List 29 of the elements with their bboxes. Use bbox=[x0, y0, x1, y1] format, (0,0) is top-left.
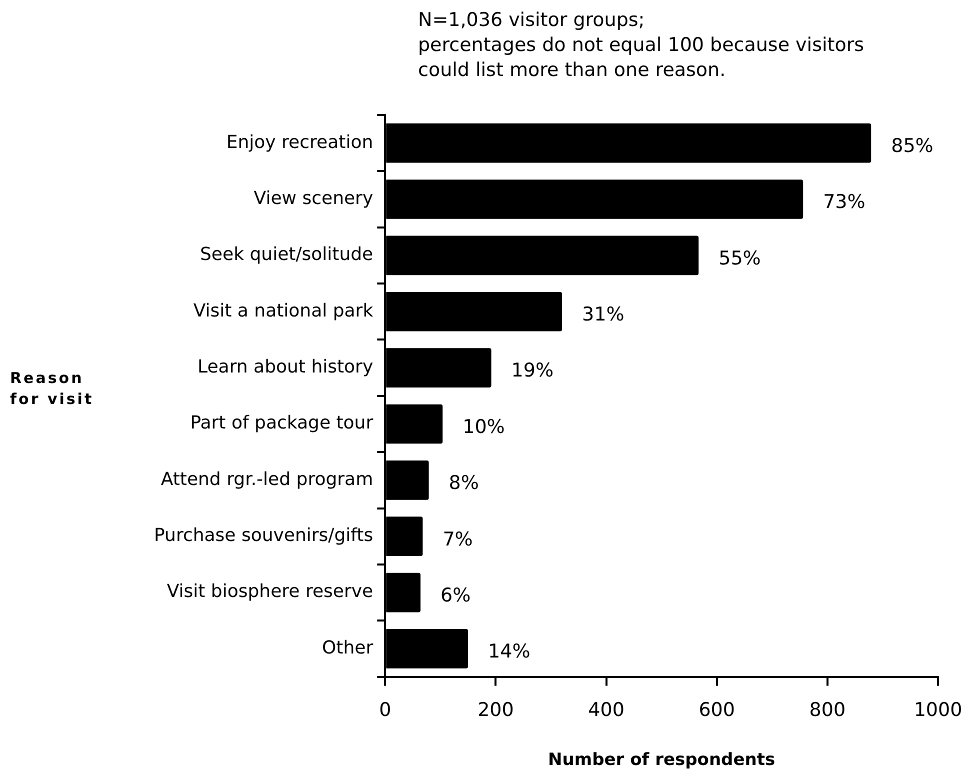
x-tick-label: 0 bbox=[379, 699, 392, 722]
annotation: 14% bbox=[488, 640, 530, 663]
y-tick-label: Enjoy recreation bbox=[226, 132, 374, 153]
y-tick-label: Attend rgr.-led program bbox=[160, 468, 374, 490]
chart-subtitle: N=1,036 visitor groups; percentages do not equal 100 because visitors could list more than one reason. bbox=[418, 8, 864, 83]
annotation: 10% bbox=[462, 416, 505, 438]
y-tick-label: Purchase souvenirs/gifts bbox=[154, 525, 374, 546]
annotation: 85% bbox=[891, 135, 934, 158]
annotation: 55% bbox=[718, 247, 761, 270]
annotation: 19% bbox=[511, 360, 554, 382]
y-tick-label: Seek quiet/solitude bbox=[200, 244, 374, 266]
y-tick-label: Visit biosphere reserve bbox=[166, 581, 374, 602]
annotation: 73% bbox=[823, 191, 866, 214]
x-tick-label: 200 bbox=[478, 699, 514, 722]
x-axis-title: Number of respondents bbox=[548, 750, 776, 770]
annotation: 6% bbox=[440, 584, 471, 606]
y-tick-label: Other bbox=[322, 637, 374, 658]
annotation: 7% bbox=[442, 528, 473, 550]
y-tick-label: View scenery bbox=[254, 188, 374, 209]
y-tick-label: Part of package tour bbox=[190, 412, 374, 434]
annotation: 31% bbox=[582, 304, 624, 326]
y-tick-label: Learn about history bbox=[198, 356, 374, 378]
x-tick-label: 1000 bbox=[914, 699, 962, 722]
annotation: 8% bbox=[448, 472, 479, 494]
x-tick-label: 400 bbox=[588, 699, 624, 722]
y-axis-title: Reason for visit bbox=[10, 368, 94, 410]
y-tick-label: Visit a national park bbox=[193, 300, 374, 322]
x-tick-label: 600 bbox=[698, 699, 735, 722]
x-tick-label: 800 bbox=[809, 699, 846, 722]
